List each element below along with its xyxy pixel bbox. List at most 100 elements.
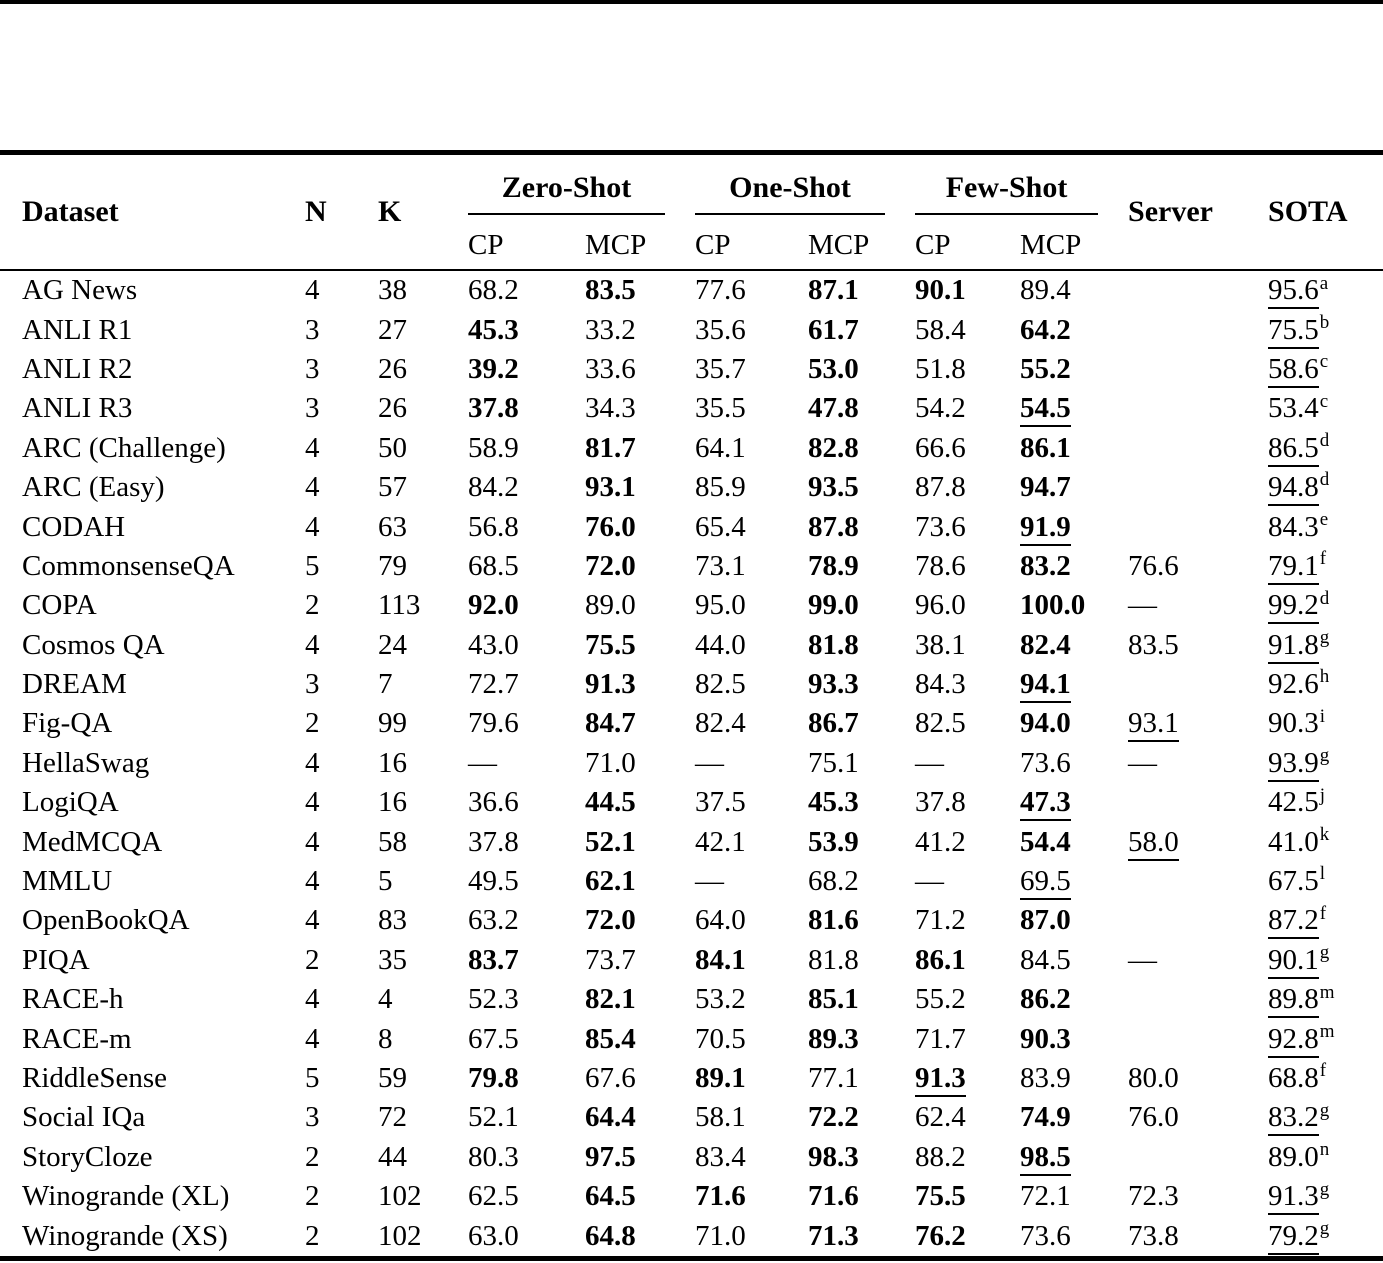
server-cell: 58.0 — [1128, 822, 1268, 861]
zero-shot-mcp-cell-value: 89.0 — [585, 589, 636, 622]
n-cell: 3 — [305, 665, 378, 704]
zero-shot-cp-cell-value: 62.5 — [468, 1180, 519, 1213]
dataset-name-cell-value: ANLI R3 — [22, 392, 133, 425]
one-shot-mcp-cell-value: 61.7 — [808, 313, 859, 346]
one-shot-cp-cell-value: 70.5 — [695, 1022, 746, 1055]
one-shot-cp-cell: 35.6 — [695, 310, 808, 349]
dataset-name-cell: StoryCloze — [0, 1138, 305, 1177]
zero-shot-cp-cell: 80.3 — [468, 1138, 585, 1177]
few-shot-cp-cell-value: 78.6 — [915, 549, 966, 582]
zero-shot-cp-cell: 52.1 — [468, 1098, 585, 1137]
table-row: LogiQA 4 16 36.6 44.5 37.5 45.3 37.8 47.3 42.5j — [0, 783, 1383, 822]
zero-shot-mcp-cell: 75.5 — [585, 626, 695, 665]
sota-ref-mark: b — [1319, 311, 1330, 333]
zero-shot-mcp-cell: 85.4 — [585, 1019, 695, 1058]
few-shot-mcp-cell: 84.5 — [1020, 941, 1128, 980]
one-shot-cp-cell: 83.4 — [695, 1138, 808, 1177]
few-shot-mcp-cell: 54.4 — [1020, 822, 1128, 861]
dataset-name-cell: HellaSwag — [0, 744, 305, 783]
n-cell-value: 2 — [305, 589, 320, 622]
sota-ref-mark: j — [1319, 784, 1326, 806]
table-row: Winogrande (XL) 2 102 62.5 64.5 71.6 71.6 75.5 7… — [0, 1177, 1383, 1216]
zero-shot-mcp-cell-value: 52.1 — [585, 825, 636, 858]
dataset-name-cell-value: CommonsenseQA — [22, 549, 235, 582]
one-shot-cp-cell: 35.7 — [695, 350, 808, 389]
sota-ref-mark: c — [1319, 351, 1329, 373]
n-cell: 4 — [305, 1019, 378, 1058]
few-shot-mcp-cell: 90.3 — [1020, 1019, 1128, 1058]
zero-shot-mcp-cell: 83.5 — [585, 270, 695, 310]
few-shot-cp-cell-value: 76.2 — [915, 1219, 966, 1252]
zero-shot-cp-cell: 92.0 — [468, 586, 585, 625]
table-row: ANLI R2 3 26 39.2 33.6 35.7 53.0 51.8 55.2 58.6c — [0, 350, 1383, 389]
n-cell: 2 — [305, 941, 378, 980]
one-shot-mcp-cell-value: 78.9 — [808, 549, 859, 582]
dataset-name-cell: LogiQA — [0, 783, 305, 822]
zero-shot-cp-cell: 67.5 — [468, 1019, 585, 1058]
dataset-name-cell-value: ANLI R2 — [22, 352, 133, 385]
dataset-name-cell-value: PIQA — [22, 943, 90, 976]
sota-cell: 58.6c — [1268, 350, 1383, 389]
one-shot-mcp-cell: 93.5 — [808, 468, 915, 507]
sota-ref-mark: g — [1319, 942, 1330, 964]
one-shot-mcp-cell-value: 93.5 — [808, 471, 859, 504]
n-cell: 2 — [305, 1216, 378, 1258]
server-cell-value: 72.3 — [1128, 1180, 1179, 1213]
one-shot-mcp-cell-value: 45.3 — [808, 786, 859, 819]
sota-ref-mark: g — [1319, 1178, 1330, 1200]
n-cell-value: 3 — [305, 668, 320, 701]
zero-shot-cp-cell-value: 37.8 — [468, 392, 519, 425]
table-row: COPA 2 113 92.0 89.0 95.0 99.0 96.0 100.0 — 99.2d — [0, 586, 1383, 625]
server-cell-value: 76.6 — [1128, 549, 1179, 582]
dataset-name-cell: CODAH — [0, 507, 305, 546]
k-cell: 7 — [378, 665, 468, 704]
one-shot-mcp-cell: 68.2 — [808, 862, 915, 901]
zero-shot-cp-cell-value: 52.3 — [468, 983, 519, 1016]
one-shot-cp-cell-value: 35.6 — [695, 313, 746, 346]
server-cell-value: 83.5 — [1128, 628, 1179, 661]
n-cell: 3 — [305, 1098, 378, 1137]
n-cell: 3 — [305, 350, 378, 389]
one-shot-cp-cell-value: 82.4 — [695, 707, 746, 740]
few-shot-cp-cell: 55.2 — [915, 980, 1020, 1019]
few-shot-mcp-cell-value: 91.9 — [1020, 510, 1071, 546]
n-cell-value: 4 — [305, 510, 320, 543]
few-shot-mcp-cell: 72.1 — [1020, 1177, 1128, 1216]
few-shot-cp-cell: 88.2 — [915, 1138, 1020, 1177]
zero-shot-cp-cell-value: 58.9 — [468, 431, 519, 464]
k-cell: 50 — [378, 429, 468, 468]
sota-cell: 99.2d — [1268, 586, 1383, 625]
n-cell: 4 — [305, 862, 378, 901]
zero-shot-mcp-cell: 44.5 — [585, 783, 695, 822]
column-header-dataset: Dataset — [0, 152, 305, 271]
sota-cell: 79.2g — [1268, 1216, 1383, 1258]
few-shot-mcp-cell: 73.6 — [1020, 1216, 1128, 1258]
few-shot-mcp-cell-value: 54.4 — [1020, 825, 1071, 858]
one-shot-mcp-cell-value: 53.0 — [808, 352, 859, 385]
one-shot-mcp-cell-value: 87.8 — [808, 510, 859, 543]
sota-ref-mark: g — [1319, 745, 1330, 767]
few-shot-mcp-cell-value: 72.1 — [1020, 1180, 1071, 1213]
server-cell — [1128, 389, 1268, 428]
few-shot-cp-cell: 58.4 — [915, 310, 1020, 349]
zero-shot-mcp-cell: 62.1 — [585, 862, 695, 901]
column-header-n: N — [305, 152, 378, 271]
k-cell-value: 26 — [378, 352, 407, 385]
k-cell: 99 — [378, 704, 468, 743]
sota-ref-mark: i — [1319, 705, 1326, 727]
server-cell — [1128, 901, 1268, 940]
few-shot-mcp-cell-value: 64.2 — [1020, 313, 1071, 346]
sota-cell: 93.9g — [1268, 744, 1383, 783]
zero-shot-mcp-cell-value: 62.1 — [585, 865, 636, 898]
one-shot-cp-cell: 42.1 — [695, 822, 808, 861]
server-cell — [1128, 270, 1268, 310]
sota-cell-value: 79.1 — [1268, 549, 1319, 585]
k-cell: 102 — [378, 1177, 468, 1216]
dataset-name-cell: OpenBookQA — [0, 901, 305, 940]
one-shot-mcp-cell-value: 71.6 — [808, 1180, 859, 1213]
sota-cell: 94.8d — [1268, 468, 1383, 507]
few-shot-cp-cell-value: 58.4 — [915, 313, 966, 346]
one-shot-mcp-cell: 87.8 — [808, 507, 915, 546]
server-cell: 73.8 — [1128, 1216, 1268, 1258]
n-cell-value: 2 — [305, 1140, 320, 1173]
